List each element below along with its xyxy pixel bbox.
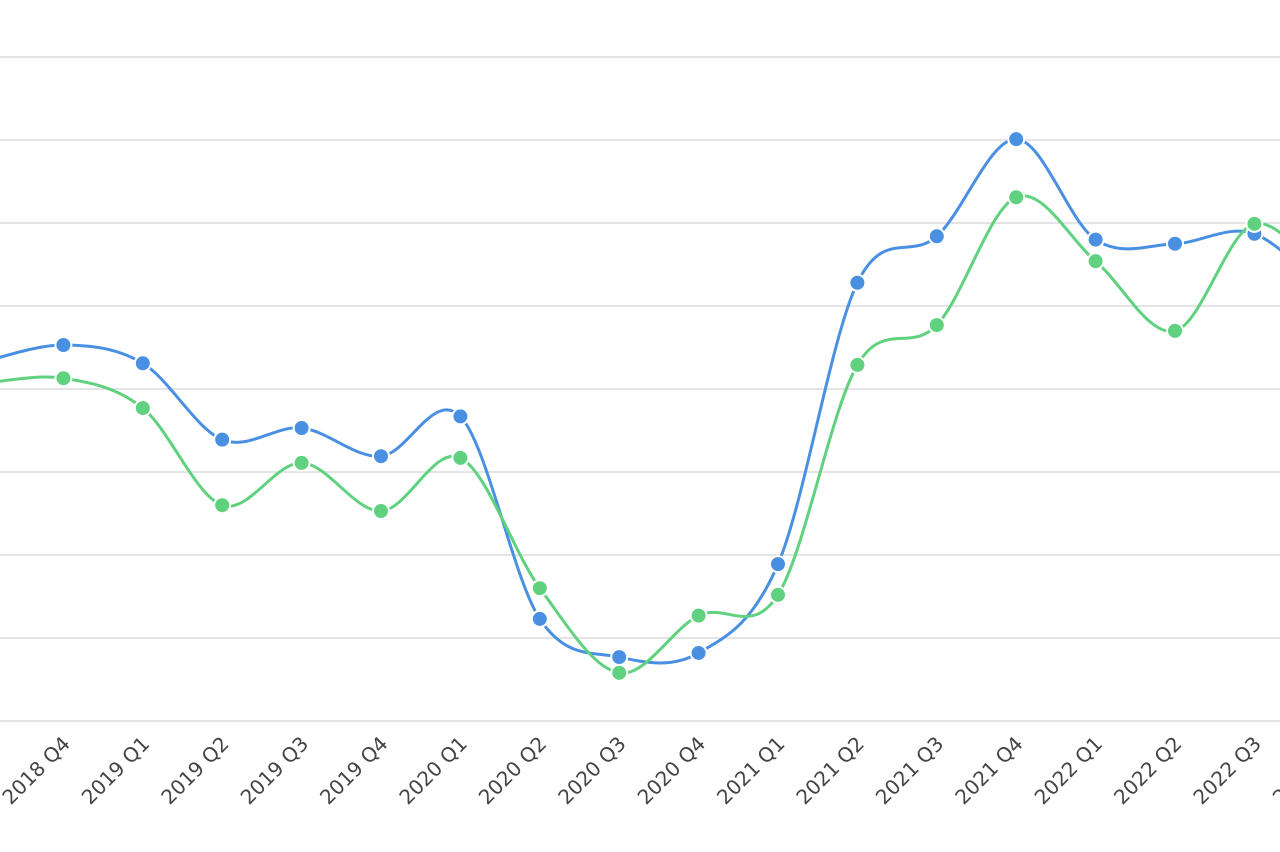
x-tick-label: 2022 Q4 <box>1268 732 1280 810</box>
data-point <box>689 606 708 625</box>
data-point <box>54 336 73 355</box>
data-point <box>927 316 946 335</box>
x-tick-label: 2020 Q1 <box>394 732 472 810</box>
x-tick-label: 2022 Q2 <box>1109 732 1187 810</box>
data-point <box>54 369 73 388</box>
x-tick-label: 2020 Q2 <box>474 732 552 810</box>
data-point <box>530 609 549 628</box>
data-point <box>1007 130 1026 149</box>
data-point <box>133 354 152 373</box>
data-point <box>1166 321 1184 340</box>
x-tick-label: 2022 Q3 <box>1188 732 1266 810</box>
data-point <box>372 502 390 521</box>
data-point <box>610 663 629 682</box>
data-point <box>213 430 232 449</box>
x-tick-label: 2019 Q4 <box>315 732 393 810</box>
data-point <box>848 273 867 292</box>
data-point <box>1086 230 1105 249</box>
x-tick-label: 2020 Q4 <box>633 732 711 810</box>
series-line <box>0 194 1280 675</box>
data-point <box>1086 252 1105 271</box>
series-line <box>0 137 1280 665</box>
x-tick-label: 2021 Q2 <box>791 732 869 810</box>
data-point <box>292 419 311 438</box>
data-point <box>610 648 629 667</box>
x-tick-label: 2018 Q4 <box>0 732 75 810</box>
data-point <box>530 579 549 598</box>
x-tick-label: 2021 Q3 <box>871 732 949 810</box>
data-point <box>451 448 470 467</box>
x-tick-label: 2021 Q1 <box>712 732 790 810</box>
data-point <box>213 496 232 515</box>
x-tick-label: 2021 Q4 <box>950 732 1028 810</box>
x-tick-label: 2019 Q2 <box>156 732 234 810</box>
x-tick-label: 2020 Q3 <box>553 732 631 810</box>
data-point <box>292 453 311 472</box>
data-point <box>451 407 470 426</box>
data-point <box>1166 234 1184 253</box>
data-point <box>848 355 867 374</box>
data-point <box>1245 214 1264 233</box>
x-tick-label: 2022 Q1 <box>1030 732 1108 810</box>
x-tick-label: 2019 Q3 <box>236 732 314 810</box>
data-point <box>372 447 390 466</box>
data-point <box>133 399 152 418</box>
data-point <box>769 585 787 604</box>
data-point <box>1007 188 1026 207</box>
data-point <box>769 555 787 574</box>
x-tick-label: 2019 Q1 <box>77 732 155 810</box>
data-point <box>927 227 946 246</box>
data-point <box>689 643 708 662</box>
